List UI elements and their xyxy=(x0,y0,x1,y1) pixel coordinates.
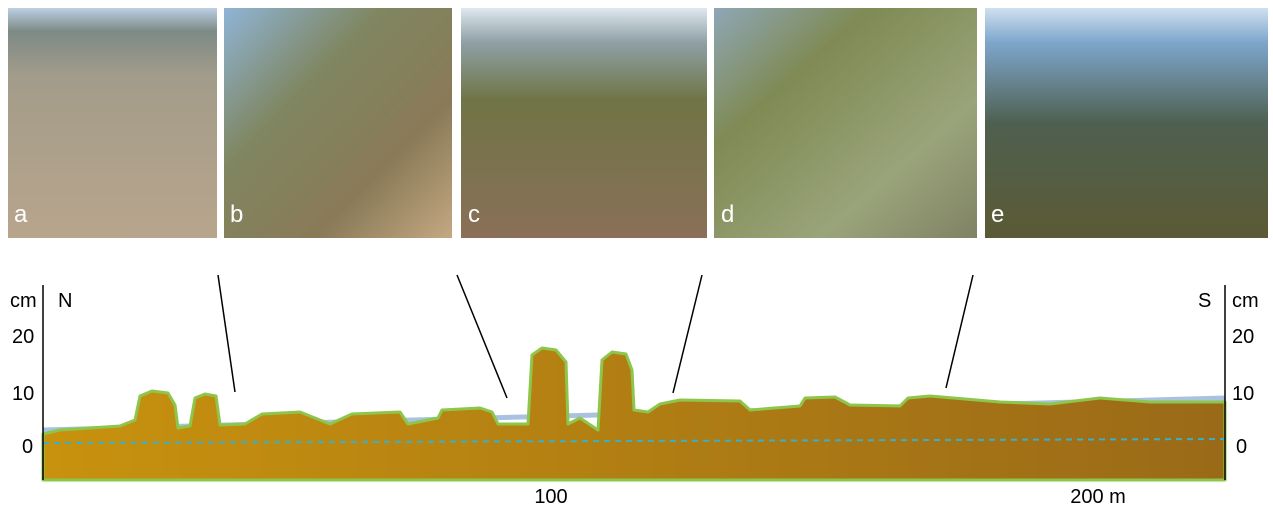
photo-label: e xyxy=(991,201,1004,228)
x-tick-label: 100 xyxy=(534,486,567,508)
y-tick-label: 10 xyxy=(12,383,34,405)
y-tick-label: 20 xyxy=(1232,326,1254,348)
profile-terrain xyxy=(43,348,1225,480)
leader-line xyxy=(218,275,235,392)
axis-unit: cm xyxy=(10,290,37,312)
y-tick-label: 0 xyxy=(1236,436,1247,458)
photo xyxy=(985,8,1268,238)
leader-line xyxy=(673,275,702,393)
photo xyxy=(461,8,707,238)
photo-label: d xyxy=(721,201,734,228)
y-tick-label: 20 xyxy=(12,326,34,348)
x-tick-label: 200 m xyxy=(1070,486,1126,508)
direction-label: S xyxy=(1198,290,1211,312)
photo-label: a xyxy=(14,201,28,228)
photo xyxy=(714,8,977,238)
figure: a b c d e cm N 20 10 0 S cm 20 10 0 100 … xyxy=(0,0,1273,508)
y-tick-label: 0 xyxy=(22,436,33,458)
leader-line xyxy=(457,275,507,398)
photo xyxy=(224,8,452,238)
leader-lines xyxy=(218,275,973,398)
photos: a b c d e xyxy=(8,8,1268,238)
photo-label: c xyxy=(468,201,480,228)
leader-line xyxy=(946,275,973,388)
direction-label: N xyxy=(58,290,72,312)
photo xyxy=(8,8,217,238)
axis-unit: cm xyxy=(1232,290,1259,312)
photo-label: b xyxy=(230,201,243,228)
y-tick-label: 10 xyxy=(1232,383,1254,405)
